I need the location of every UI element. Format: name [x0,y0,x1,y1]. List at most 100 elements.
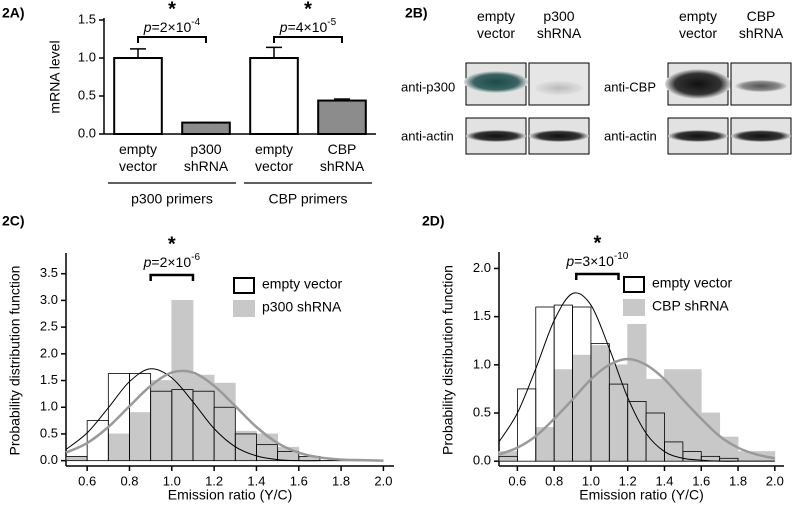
x-tick-label: 1.8 [332,473,350,488]
p-symbol: p [143,254,152,270]
x-tick-label: 1.8 [729,473,747,488]
legend-label: p300 shRNA [262,299,342,315]
p-symbol: p [565,253,574,269]
panel-label: 2D) [422,213,445,229]
x-tick-label: empty vector [118,141,158,174]
legend-label: CBP shRNA [652,298,729,314]
x-tick-label: 2.0 [374,473,392,488]
column-label: empty vector [476,8,516,41]
row-label: anti-actin [604,128,657,143]
p-text: =2×10 [152,19,192,35]
p-text: =3×10 [574,253,614,269]
p-symbol: p [279,19,288,35]
bracket [273,36,343,43]
x-tick-label: empty vector [254,141,294,174]
x-tick-label: 1.6 [290,473,308,488]
histogram-bar [590,345,610,462]
x-tick-label: 0.6 [508,473,526,488]
bar [113,57,163,135]
bracket [574,272,620,280]
histogram-bar [192,374,215,462]
legend-swatch [233,277,255,294]
legend-swatch [623,276,645,293]
p-text: =2×10 [151,254,191,270]
y-tick-label: 1.5 [78,11,96,26]
legend-swatch [623,299,645,316]
x-tick-label: 0.8 [120,473,138,488]
histogram-bar [645,378,665,462]
x-axis-label: Emission ratio (Y/C) [579,487,703,503]
y-tick-label: 1.5 [473,308,491,323]
histogram-bar [645,412,665,462]
y-tick-label: 0.0 [40,452,58,467]
p-value: p=2×10-4 [143,17,201,35]
y-tick-label: 3.0 [40,292,58,307]
y-tick-label: 0.0 [473,453,491,468]
row-label: anti-CBP [604,79,656,94]
bar [317,99,367,135]
p-value: p=4×10-5 [279,17,337,35]
y-axis-label: Probability distribution function [440,265,456,455]
column-label: p300 shRNA [536,8,582,41]
x-tick-label: 1.0 [163,473,181,488]
histogram-bar [234,430,257,462]
histogram-bar [150,380,173,462]
blot [464,62,792,155]
blot-lane [528,62,590,106]
y-tick-label: 3.5 [40,265,58,280]
group-label: p300 primers [131,191,213,207]
significance-star: * [168,233,176,255]
band [535,81,583,95]
p-exponent: -5 [327,17,336,28]
bracket [149,273,195,281]
x-tick-label: 1.4 [655,473,673,488]
band [466,130,526,142]
fit-curve [65,368,384,462]
p-value: p=3×10-10 [565,251,628,269]
y-tick-label: 2.5 [40,319,58,334]
significance-star: * [168,0,176,20]
histogram-bar [107,433,130,462]
y-tick-label: 1.0 [78,49,96,64]
histogram-bar [572,354,592,462]
y-tick-label: 0.0 [78,125,96,140]
y-tick-label: 1.0 [40,399,58,414]
band [464,71,528,93]
bar [181,121,231,135]
fit-curve [498,357,776,460]
x-tick-label: 1.0 [582,473,600,488]
p-value: p=2×10-6 [143,252,201,270]
band [731,130,791,142]
fit-curve [498,292,775,462]
x-tick-label: 1.6 [692,473,710,488]
histogram-bar [608,364,629,462]
x-tick-label: 1.2 [205,473,223,488]
fit-curve [65,369,384,462]
panel-label: 2C) [2,213,25,229]
x-tick-label: 1.2 [619,473,637,488]
x-tick-label: 0.8 [545,473,563,488]
legend-label: empty vector [262,276,342,292]
y-tick-label: 0.5 [40,425,58,440]
band [668,130,728,142]
histogram-bar [65,455,88,462]
x-tick-label: 2.0 [766,473,784,488]
band [529,130,589,142]
p-symbol: p [143,19,152,35]
x-tick-label: CBP shRNA [319,141,365,174]
y-axis-label: Probability distribution function [7,266,23,456]
y-axis-label: mRNA level [47,40,63,113]
p-exponent: -6 [191,252,200,263]
histogram-bar [129,412,152,462]
y-tick-label: 1.0 [473,356,491,371]
row-label: anti-p300 [401,79,455,94]
column-label: CBP shRNA [738,8,784,41]
group-label: CBP primers [268,191,347,207]
p-text: =4×10 [288,19,328,35]
y-tick-label: 2.0 [40,345,58,360]
y-tick-label: 2.0 [473,260,491,275]
significance-star: * [593,232,601,254]
y-tick-label: 0.5 [473,404,491,419]
